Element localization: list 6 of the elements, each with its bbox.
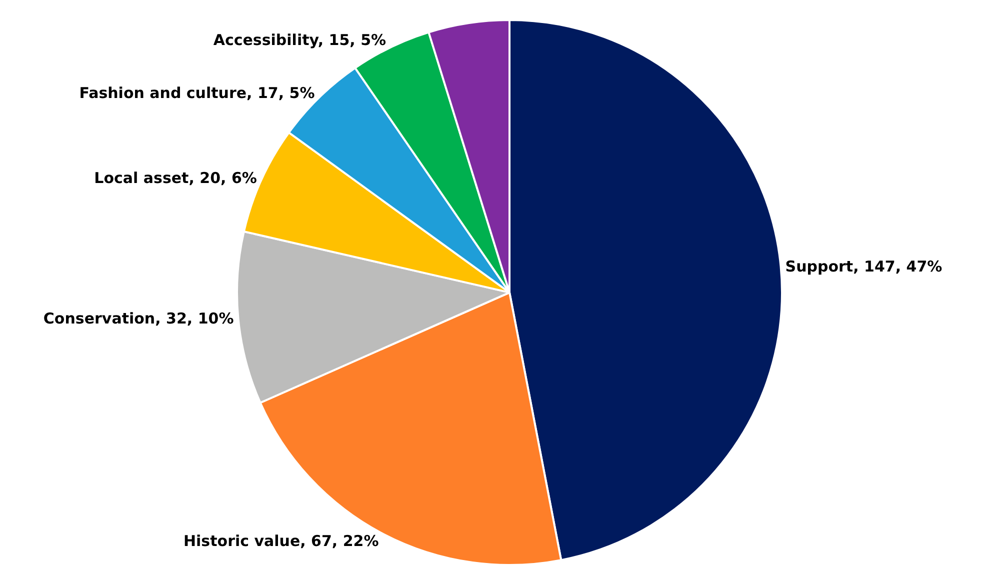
slice-label: Accessibility, 15, 5% <box>213 31 386 50</box>
slice-label: Local asset, 20, 6% <box>94 169 257 188</box>
slice-label: Conservation, 32, 10% <box>43 310 234 328</box>
slice-label: Support, 147, 47% <box>785 257 942 276</box>
slice-label: Fashion and culture, 17, 5% <box>79 84 315 102</box>
slice-label: Historic value, 67, 22% <box>183 532 379 550</box>
